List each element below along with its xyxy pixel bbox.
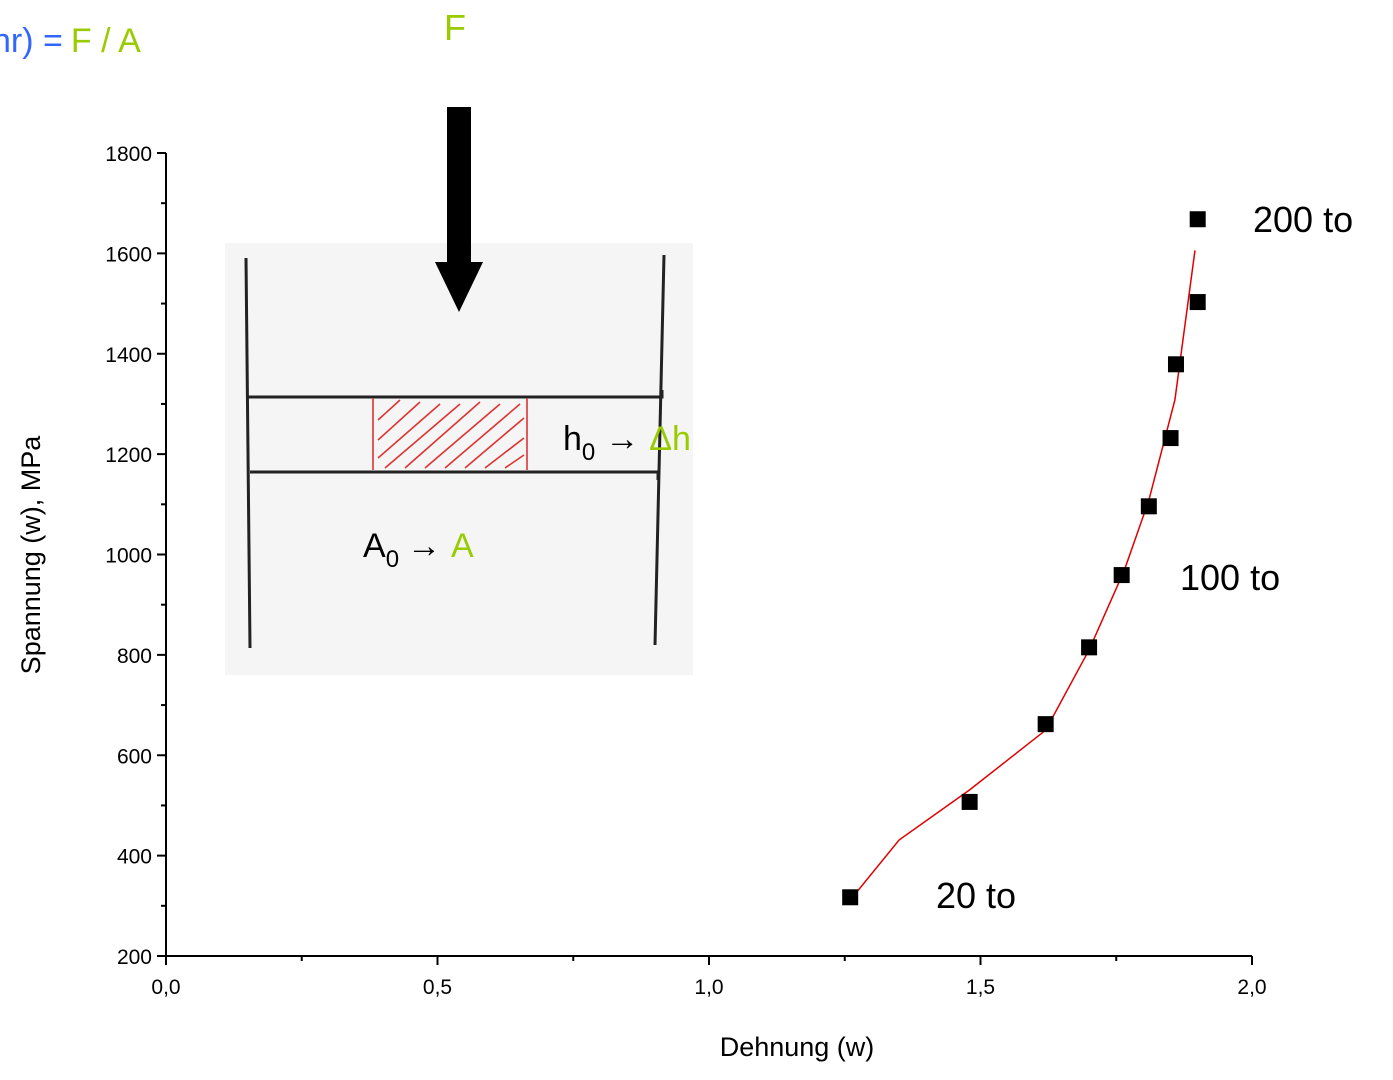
- force-arrow: [447, 107, 471, 264]
- point: [842, 889, 859, 906]
- a-arrow: →: [407, 527, 441, 565]
- y-tick-label: 400: [117, 846, 152, 869]
- a-result: A: [451, 527, 474, 565]
- y-tick-label: 1600: [105, 243, 152, 266]
- wall: [653, 254, 666, 646]
- point: [1140, 498, 1157, 515]
- point: [1162, 430, 1179, 447]
- point: [1189, 211, 1206, 228]
- x-axis-label: Dehnung (w): [720, 1032, 875, 1062]
- x-tick-label: 2,0: [1237, 976, 1266, 999]
- y-tick-label: 1000: [105, 545, 152, 568]
- inset-bg: [225, 243, 693, 675]
- point-annotation: 100 to: [1180, 557, 1280, 598]
- point: [1113, 567, 1130, 584]
- formula-lhs: hr) =: [0, 22, 63, 60]
- point: [1037, 716, 1054, 733]
- x-tick-label: 1,0: [694, 976, 723, 999]
- y-tick-label: 600: [117, 745, 152, 768]
- y-tick-label: 1800: [105, 143, 152, 166]
- x-tick-label: 0,0: [151, 976, 180, 999]
- lower-plate: [250, 470, 660, 480]
- formula-rhs: F / A: [71, 22, 141, 60]
- x-tick-label: 0,5: [423, 976, 452, 999]
- point: [961, 793, 978, 810]
- point: [1081, 639, 1098, 656]
- h-base: h: [563, 420, 582, 458]
- point: [1189, 294, 1206, 311]
- formula: hr) = F / A: [0, 22, 141, 60]
- wall: [244, 257, 252, 649]
- press-diagram: [225, 107, 693, 675]
- y-tick-label: 1200: [105, 444, 152, 467]
- upper-plate: [246, 390, 664, 399]
- point-annotation: 20 to: [936, 875, 1016, 916]
- force-label: F: [444, 7, 466, 48]
- h-result: Δh: [649, 420, 691, 458]
- specimen: [372, 398, 528, 470]
- a-sub: 0: [386, 546, 399, 573]
- y-tick-label: 800: [117, 645, 152, 668]
- h-arrow: →: [605, 420, 639, 458]
- x-tick-label: 1,5: [966, 976, 995, 999]
- point-annotation: 200 to: [1253, 199, 1353, 240]
- point: [1167, 356, 1184, 373]
- h-sub: 0: [582, 439, 595, 466]
- y-tick-label: 1400: [105, 344, 152, 367]
- fit-line: [847, 250, 1196, 904]
- a-base: A: [363, 527, 386, 565]
- y-tick-label: 200: [117, 946, 152, 969]
- area-label: A0 → A: [363, 527, 474, 573]
- force-arrow-head: [435, 262, 483, 312]
- y-axis-label: Spannung (w), MPa: [16, 435, 46, 675]
- height-label: h0 → Δh: [563, 420, 691, 466]
